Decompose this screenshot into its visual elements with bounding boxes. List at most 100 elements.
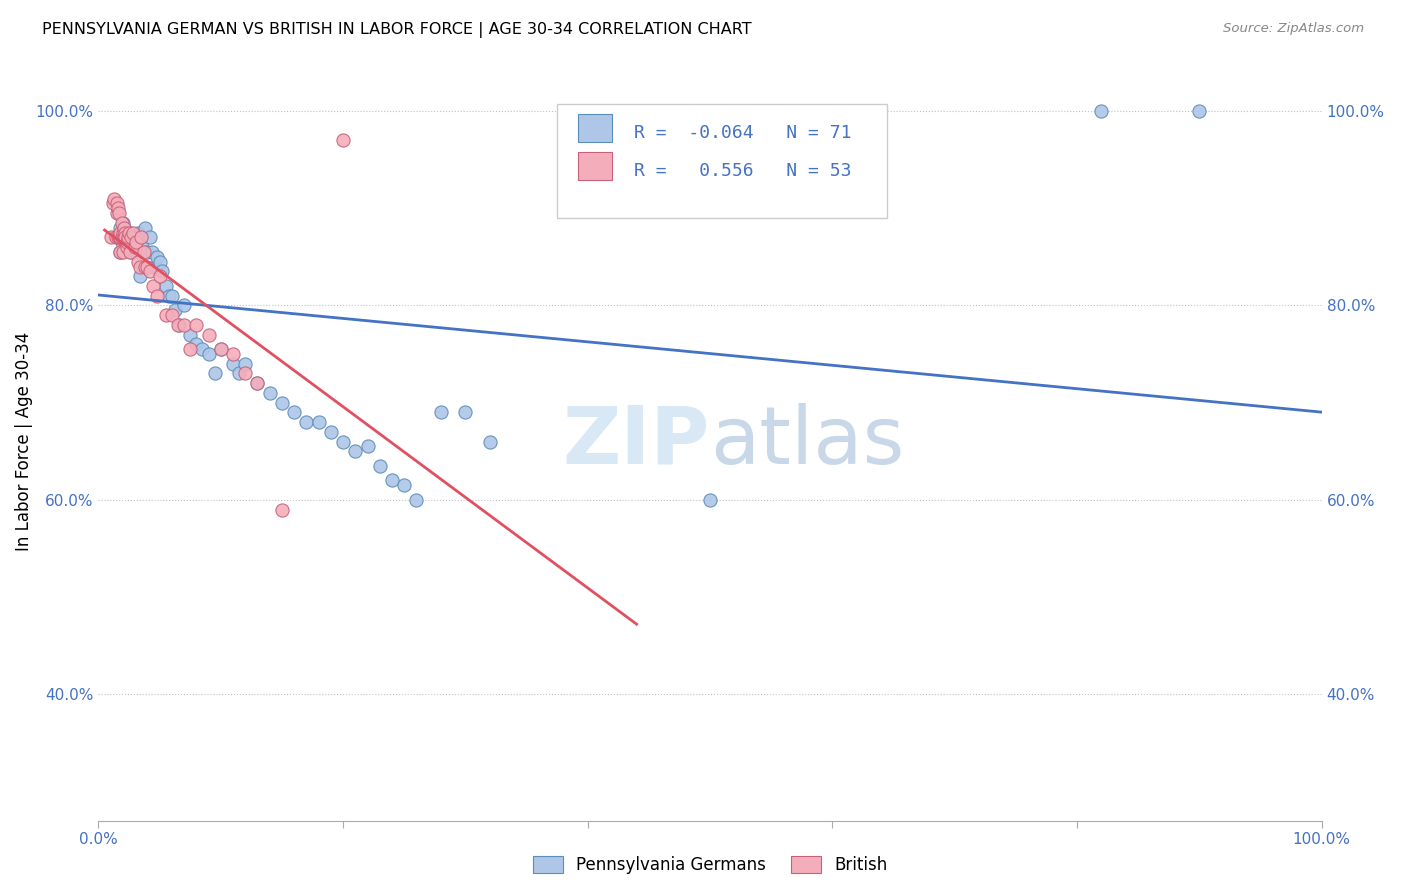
Point bbox=[110, 244, 132, 259]
Point bbox=[105, 196, 128, 211]
Point bbox=[173, 318, 195, 332]
Point bbox=[118, 240, 141, 254]
Point bbox=[319, 425, 342, 439]
Y-axis label: In Labor Force | Age 30-34: In Labor Force | Age 30-34 bbox=[15, 332, 34, 551]
Point bbox=[125, 240, 148, 254]
Point bbox=[228, 367, 250, 381]
Point bbox=[120, 244, 142, 259]
Point bbox=[107, 230, 129, 244]
Text: atlas: atlas bbox=[710, 402, 904, 481]
Point bbox=[699, 492, 721, 507]
Point bbox=[114, 226, 136, 240]
Point bbox=[115, 226, 138, 240]
Legend: Pennsylvania Germans, British: Pennsylvania Germans, British bbox=[526, 849, 894, 880]
Point bbox=[111, 216, 134, 230]
Point bbox=[295, 415, 318, 429]
Point bbox=[114, 235, 136, 250]
Point bbox=[108, 206, 131, 220]
Point bbox=[114, 230, 136, 244]
Point bbox=[124, 230, 146, 244]
Point bbox=[115, 240, 138, 254]
Point bbox=[120, 226, 142, 240]
Text: R =   0.556   N = 53: R = 0.556 N = 53 bbox=[634, 161, 852, 180]
Point bbox=[139, 264, 162, 278]
Point bbox=[111, 226, 134, 240]
Point bbox=[259, 386, 281, 401]
Point bbox=[308, 415, 330, 429]
Point bbox=[157, 289, 180, 303]
Point bbox=[111, 216, 134, 230]
Point bbox=[115, 230, 138, 244]
Point bbox=[222, 357, 245, 371]
Point bbox=[104, 230, 127, 244]
Point bbox=[197, 327, 219, 342]
Point bbox=[111, 230, 134, 244]
Point bbox=[124, 244, 146, 259]
Point bbox=[110, 230, 132, 244]
Point bbox=[132, 244, 155, 259]
Point bbox=[155, 308, 177, 322]
Point bbox=[120, 244, 142, 259]
Point bbox=[107, 201, 129, 215]
Point bbox=[114, 230, 136, 244]
Point bbox=[112, 226, 135, 240]
Point bbox=[149, 254, 172, 268]
Point bbox=[332, 133, 354, 147]
Point bbox=[121, 226, 143, 240]
Point bbox=[209, 342, 232, 356]
Point bbox=[179, 327, 201, 342]
Point bbox=[430, 405, 453, 419]
Point bbox=[136, 244, 159, 259]
Point bbox=[1188, 103, 1211, 118]
Point bbox=[100, 230, 122, 244]
Point bbox=[186, 337, 208, 351]
Point bbox=[117, 235, 139, 250]
Text: Source: ZipAtlas.com: Source: ZipAtlas.com bbox=[1223, 22, 1364, 36]
Point bbox=[204, 367, 226, 381]
Point bbox=[115, 235, 138, 250]
Point bbox=[129, 230, 152, 244]
Point bbox=[121, 230, 143, 244]
Point bbox=[246, 376, 269, 391]
Point bbox=[160, 308, 183, 322]
Point bbox=[108, 230, 131, 244]
Point bbox=[111, 244, 134, 259]
Point bbox=[139, 230, 162, 244]
Text: PENNSYLVANIA GERMAN VS BRITISH IN LABOR FORCE | AGE 30-34 CORRELATION CHART: PENNSYLVANIA GERMAN VS BRITISH IN LABOR … bbox=[42, 22, 752, 38]
Point bbox=[478, 434, 501, 449]
Point bbox=[105, 206, 128, 220]
Point bbox=[246, 376, 269, 391]
Point bbox=[142, 279, 165, 293]
Point bbox=[125, 235, 148, 250]
Point bbox=[117, 230, 139, 244]
Point bbox=[332, 434, 354, 449]
Text: ZIP: ZIP bbox=[562, 402, 710, 481]
Point bbox=[101, 196, 124, 211]
Point bbox=[111, 235, 134, 250]
Point bbox=[112, 230, 135, 244]
Point bbox=[141, 244, 163, 259]
Point bbox=[167, 318, 190, 332]
Point bbox=[124, 240, 146, 254]
Point bbox=[149, 269, 172, 284]
Point bbox=[1090, 103, 1112, 118]
Point bbox=[160, 289, 183, 303]
Point bbox=[112, 220, 135, 235]
FancyBboxPatch shape bbox=[578, 153, 612, 180]
Point bbox=[197, 347, 219, 361]
Point bbox=[118, 226, 141, 240]
Point bbox=[179, 342, 201, 356]
Point bbox=[233, 367, 256, 381]
Point bbox=[120, 230, 142, 244]
Point bbox=[136, 260, 159, 274]
Point bbox=[209, 342, 232, 356]
Point bbox=[155, 279, 177, 293]
Point bbox=[110, 244, 132, 259]
Point bbox=[381, 474, 404, 488]
Point bbox=[146, 289, 169, 303]
Point bbox=[110, 220, 132, 235]
Point bbox=[127, 254, 149, 268]
Point bbox=[392, 478, 416, 492]
Point bbox=[368, 458, 391, 473]
Point bbox=[233, 357, 256, 371]
